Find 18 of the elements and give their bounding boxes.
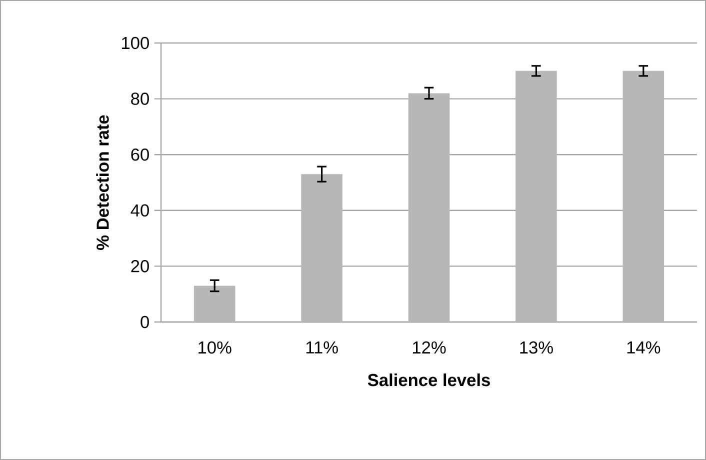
y-tick-label: 0 [140,316,149,328]
x-tick-label: 12% [412,341,446,354]
x-tick-label: 11% [306,341,338,354]
y-tick-label: 60 [131,148,149,161]
bar [516,70,557,322]
bar [622,70,664,322]
y-tick-label: 20 [131,260,149,272]
y-tick-label: 80 [131,92,149,105]
bar [194,286,236,322]
x-axis-title: Salience levels [368,373,490,386]
y-tick-label: 100 [122,36,149,50]
y-tick-label: 40 [130,204,149,217]
x-tick-label: 14% [627,341,660,354]
bar [301,174,342,322]
x-tick-label: 10% [198,341,232,354]
bar [408,93,450,322]
x-tick-label: 13% [520,341,553,354]
y-axis-title: % Detection rate [96,115,109,250]
